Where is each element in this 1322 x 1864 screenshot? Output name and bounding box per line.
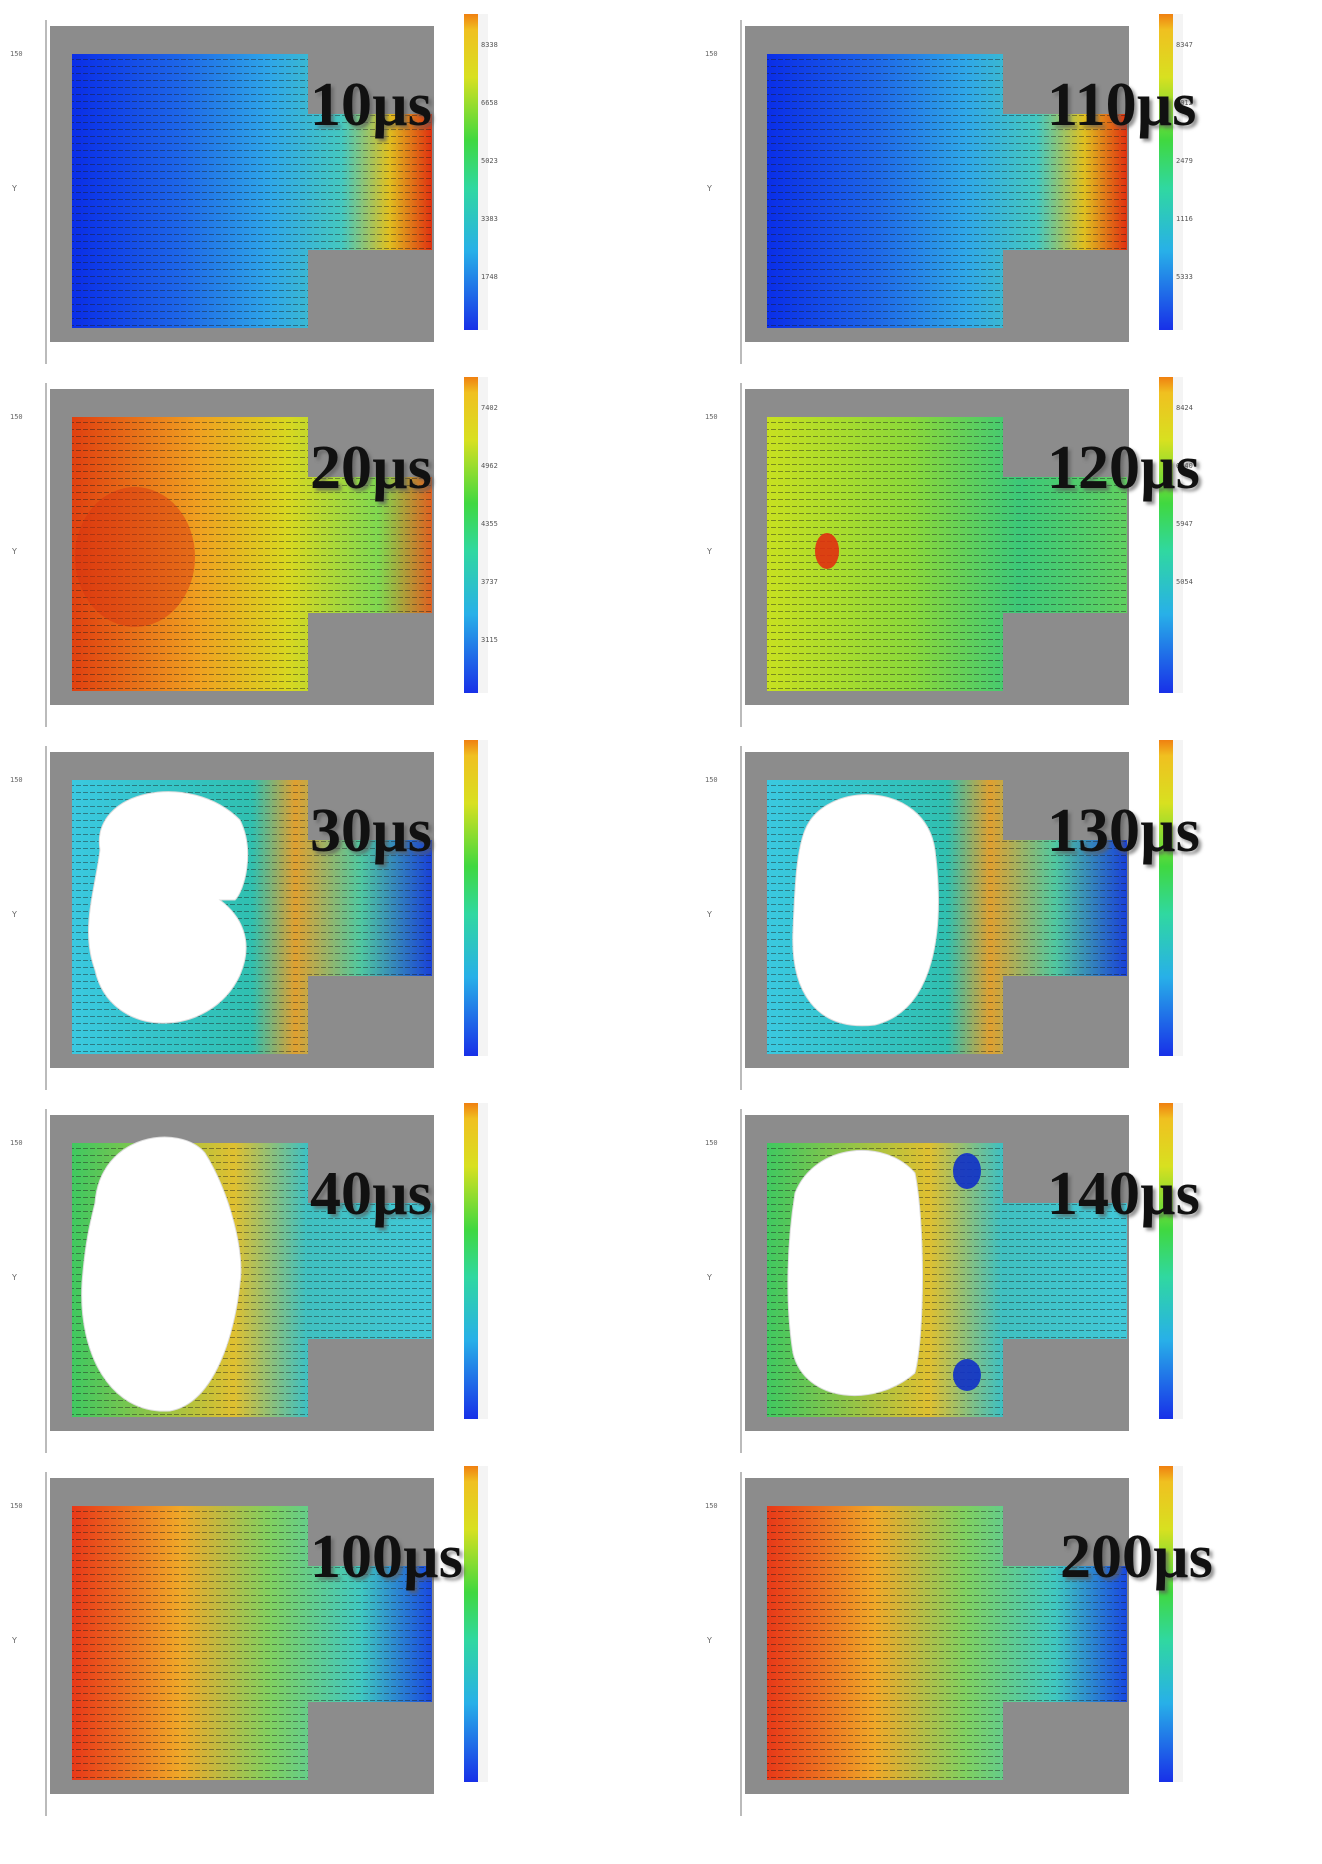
simulation-panel: Y 150 130µs xyxy=(705,740,1295,1104)
simulation-panel: 8424 6840 5947 5054 Y 150 120µs xyxy=(705,377,1295,741)
colorbar xyxy=(464,1466,478,1782)
cavitation-bubble xyxy=(787,1149,923,1397)
simulation-panel: 8338 6658 5023 3383 1748 Y 150 10µs xyxy=(10,14,600,378)
colorbar-tick-label: 7402 xyxy=(481,404,498,412)
colorbar-tick-label: 5947 xyxy=(1176,520,1193,528)
y-axis-top-value: 150 xyxy=(10,1139,23,1147)
colorbar xyxy=(1159,1103,1173,1419)
time-label: 40µs xyxy=(310,1160,432,1228)
velocity-vectors xyxy=(767,1506,1127,1780)
y-axis-top-value: 150 xyxy=(10,776,23,784)
flow-field-plot xyxy=(45,377,488,727)
flow-field-plot xyxy=(45,740,488,1090)
velocity-vectors xyxy=(72,54,432,328)
y-axis-label: Y xyxy=(12,547,17,556)
colorbar-tick-label: 6840 xyxy=(1176,462,1193,470)
colorbar-tick-label: 4962 xyxy=(481,462,498,470)
y-axis-label: Y xyxy=(707,1636,712,1645)
colorbar-tick-label: 3115 xyxy=(481,636,498,644)
y-axis-label: Y xyxy=(707,1273,712,1282)
y-axis-label: Y xyxy=(12,1636,17,1645)
colorbar-tick-label: 5054 xyxy=(1176,578,1193,586)
colorbar-tick-label: 1116 xyxy=(1176,215,1193,223)
flow-field-plot xyxy=(45,1466,488,1816)
y-axis-top-value: 150 xyxy=(10,1502,23,1510)
time-label: 20µs xyxy=(310,434,432,502)
colorbar xyxy=(1159,1466,1173,1782)
colorbar xyxy=(464,740,478,1056)
colorbar-tick-label: 3383 xyxy=(481,215,498,223)
y-axis-top-value: 150 xyxy=(10,50,23,58)
colorbar xyxy=(1159,14,1173,330)
time-label: 130µs xyxy=(1047,797,1200,865)
velocity-vectors xyxy=(72,417,432,691)
colorbar xyxy=(1159,377,1173,693)
colorbar xyxy=(1159,740,1173,1056)
flow-field-plot xyxy=(740,740,1183,1090)
y-axis-label: Y xyxy=(12,910,17,919)
colorbar-tick-label: 5333 xyxy=(1176,273,1193,281)
y-axis-label: Y xyxy=(707,547,712,556)
cavitation-bubble xyxy=(81,1136,242,1412)
colorbar-tick-label: 4355 xyxy=(481,520,498,528)
flow-field-plot xyxy=(740,14,1183,364)
colorbar-tick-label: 1748 xyxy=(481,273,498,281)
cavitation-bubble xyxy=(88,791,249,1024)
time-label: 110µs xyxy=(1047,71,1197,139)
flow-field-plot xyxy=(45,14,488,364)
time-label: 100µs xyxy=(310,1523,463,1591)
colorbar-tick-label: 8424 xyxy=(1176,404,1193,412)
pressure-peak xyxy=(815,533,839,569)
time-label: 30µs xyxy=(310,797,432,865)
velocity-vectors xyxy=(767,417,1127,691)
colorbar-tick-label: 3737 xyxy=(481,578,498,586)
time-label: 200µs xyxy=(1060,1523,1213,1591)
y-axis-top-value: 150 xyxy=(705,50,718,58)
y-axis-top-value: 150 xyxy=(705,413,718,421)
y-axis-top-value: 150 xyxy=(705,776,718,784)
y-axis-top-value: 150 xyxy=(705,1502,718,1510)
simulation-panel: 7402 4962 4355 3737 3115 Y 150 20µs xyxy=(10,377,600,741)
y-axis-top-value: 150 xyxy=(10,413,23,421)
simulation-panel: Y 150 100µs xyxy=(10,1466,600,1830)
colorbar-tick-label: 8338 xyxy=(481,41,498,49)
y-axis-label: Y xyxy=(707,910,712,919)
colorbar-tick-label: 5012 xyxy=(1176,99,1193,107)
flow-field-plot xyxy=(740,377,1183,727)
pressure-peak xyxy=(75,487,195,627)
simulation-panel: Y 150 30µs xyxy=(10,740,600,1104)
y-axis-label: Y xyxy=(707,184,712,193)
simulation-panel: Y 150 140µs xyxy=(705,1103,1295,1467)
simulation-panel: 8347 5012 2479 1116 5333 Y 150 110µs xyxy=(705,14,1295,378)
y-axis-top-value: 150 xyxy=(705,1139,718,1147)
simulation-panel: Y 150 200µs xyxy=(705,1466,1295,1830)
time-label: 140µs xyxy=(1047,1160,1200,1228)
cavitation-bubble xyxy=(792,794,939,1027)
colorbar xyxy=(464,1103,478,1419)
colorbar-tick-label: 6658 xyxy=(481,99,498,107)
time-label: 10µs xyxy=(310,71,432,139)
flow-field-plot xyxy=(45,1103,488,1453)
velocity-vectors xyxy=(767,54,1127,328)
velocity-vectors xyxy=(72,1506,432,1780)
colorbar xyxy=(464,377,478,693)
flow-field-plot xyxy=(740,1466,1183,1816)
simulation-panel: Y 150 40µs xyxy=(10,1103,600,1467)
y-axis-label: Y xyxy=(12,1273,17,1282)
colorbar-tick-label: 5023 xyxy=(481,157,498,165)
y-axis-label: Y xyxy=(12,184,17,193)
colorbar-tick-label: 2479 xyxy=(1176,157,1193,165)
flow-field-plot xyxy=(740,1103,1183,1453)
colorbar xyxy=(464,14,478,330)
colorbar-tick-label: 8347 xyxy=(1176,41,1193,49)
time-label: 120µs xyxy=(1047,434,1200,502)
